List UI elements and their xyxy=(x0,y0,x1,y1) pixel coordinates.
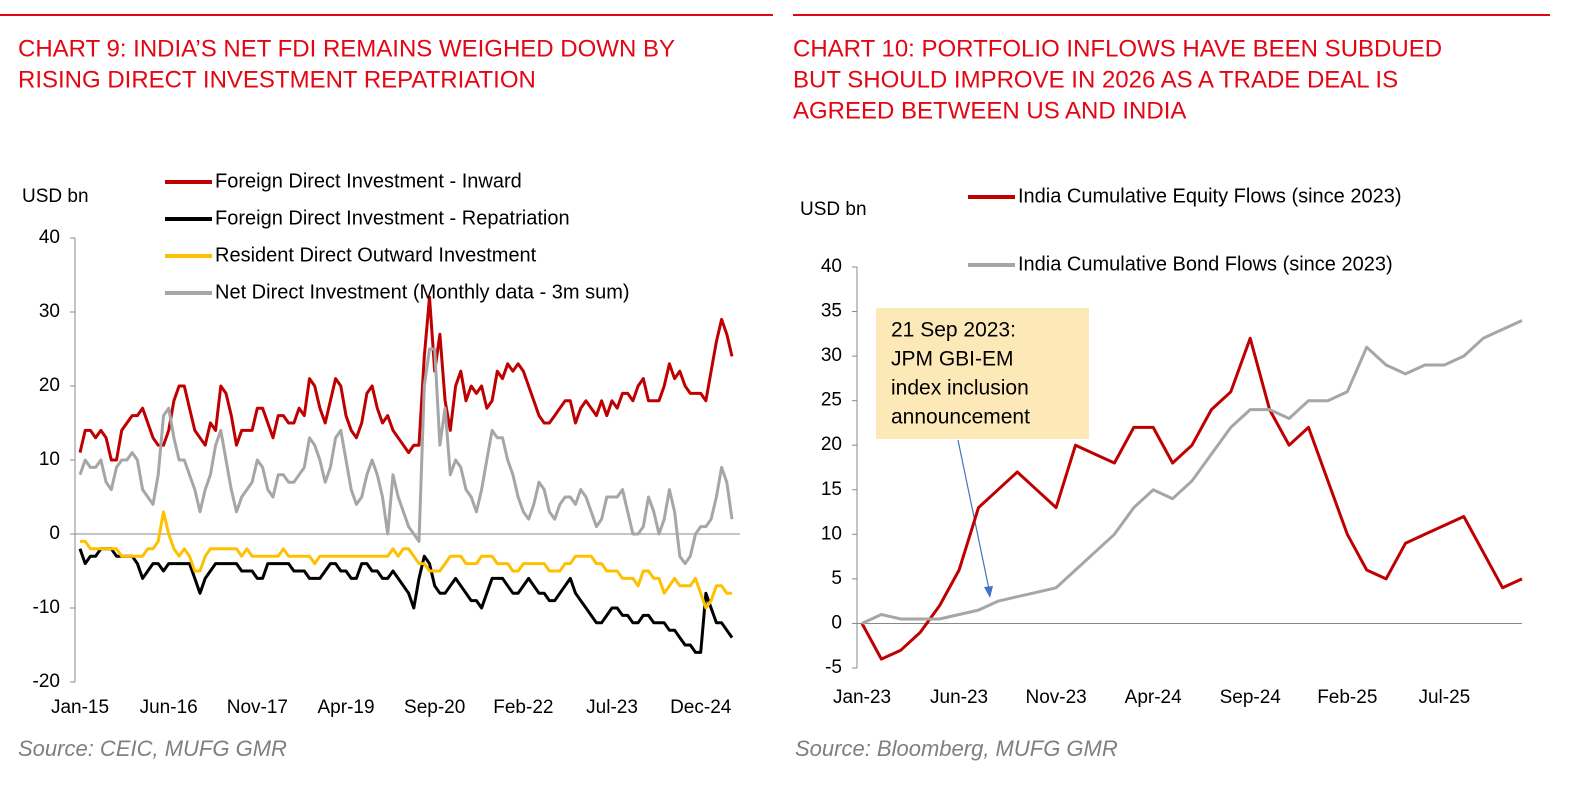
annotation-arrow xyxy=(957,439,991,595)
x-tick-label: Jul-23 xyxy=(586,697,638,718)
legend-label: Resident Direct Outward Investment xyxy=(215,244,537,266)
arrow-head xyxy=(984,586,993,598)
legend-label: Foreign Direct Investment - Repatriation xyxy=(215,207,570,229)
x-tick-label: Apr-24 xyxy=(1125,687,1182,708)
annotation: index inclusion xyxy=(891,377,1029,400)
y-tick-label: 10 xyxy=(39,449,60,470)
y-tick-label: 20 xyxy=(39,375,60,396)
chart-title: BUT SHOULD IMPROVE IN 2026 AS A TRADE DE… xyxy=(793,66,1398,93)
x-tick-label: Nov-23 xyxy=(1025,687,1086,708)
legend-label: India Cumulative Bond Flows (since 2023) xyxy=(1018,253,1393,275)
y-tick-label: -5 xyxy=(825,657,842,678)
legend-label: Foreign Direct Investment - Inward xyxy=(215,170,522,192)
y-tick-label: 15 xyxy=(821,479,842,500)
series-line xyxy=(80,510,732,610)
y-tick-label: 25 xyxy=(821,390,842,411)
y-tick-label: 0 xyxy=(49,523,60,544)
y-axis-label: USD bn xyxy=(22,186,89,207)
x-tick-label: Feb-25 xyxy=(1317,687,1377,708)
chart-title: CHART 10: PORTFOLIO INFLOWS HAVE BEEN SU… xyxy=(793,35,1442,62)
y-tick-label: 30 xyxy=(821,345,842,366)
y-tick-label: 20 xyxy=(821,434,842,455)
series-line xyxy=(860,336,1523,661)
annotation: 21 Sep 2023: xyxy=(891,319,1016,342)
series-line xyxy=(78,295,734,462)
y-tick-label: 40 xyxy=(39,227,60,248)
y-tick-label: 5 xyxy=(831,568,842,589)
x-tick-label: Jun-23 xyxy=(930,687,988,708)
source: Source: CEIC, MUFG GMR xyxy=(18,736,287,761)
x-tick-label: Jan-23 xyxy=(833,687,891,708)
source: Source: Bloomberg, MUFG GMR xyxy=(795,736,1118,761)
y-tick-label: -20 xyxy=(33,671,60,692)
x-tick-label: Feb-22 xyxy=(493,697,553,718)
x-tick-label: Dec-24 xyxy=(670,697,732,718)
x-tick-label: Apr-19 xyxy=(318,697,375,718)
y-tick-label: 40 xyxy=(821,256,842,277)
chart-title: RISING DIRECT INVESTMENT REPATRIATION xyxy=(18,66,536,93)
y-tick-label: -10 xyxy=(33,597,60,618)
chart-title: CHART 9: INDIA’S NET FDI REMAINS WEIGHED… xyxy=(18,35,675,62)
series-line xyxy=(78,547,734,654)
series-line xyxy=(78,347,734,566)
annotation-box xyxy=(876,308,1089,439)
y-tick-label: 30 xyxy=(39,301,60,322)
y-tick-label: 0 xyxy=(831,612,842,633)
annotation: JPM GBI-EM xyxy=(891,348,1014,371)
y-tick-label: 10 xyxy=(821,523,842,544)
y-tick-label: 35 xyxy=(821,301,842,322)
x-tick-label: Jul-25 xyxy=(1418,687,1470,708)
x-tick-label: Sep-24 xyxy=(1220,687,1282,708)
y-axis-label: USD bn xyxy=(800,199,867,220)
x-tick-label: Jun-16 xyxy=(140,697,198,718)
chart-title: AGREED BETWEEN US AND INDIA xyxy=(793,97,1186,124)
annotation: announcement xyxy=(891,406,1030,429)
x-tick-label: Sep-20 xyxy=(404,697,465,718)
legend-label: India Cumulative Equity Flows (since 202… xyxy=(1018,185,1402,207)
series-line xyxy=(861,319,1523,625)
legend-label: Net Direct Investment (Monthly data - 3m… xyxy=(215,281,630,303)
x-tick-label: Jan-15 xyxy=(51,697,109,718)
x-tick-label: Nov-17 xyxy=(227,697,288,718)
